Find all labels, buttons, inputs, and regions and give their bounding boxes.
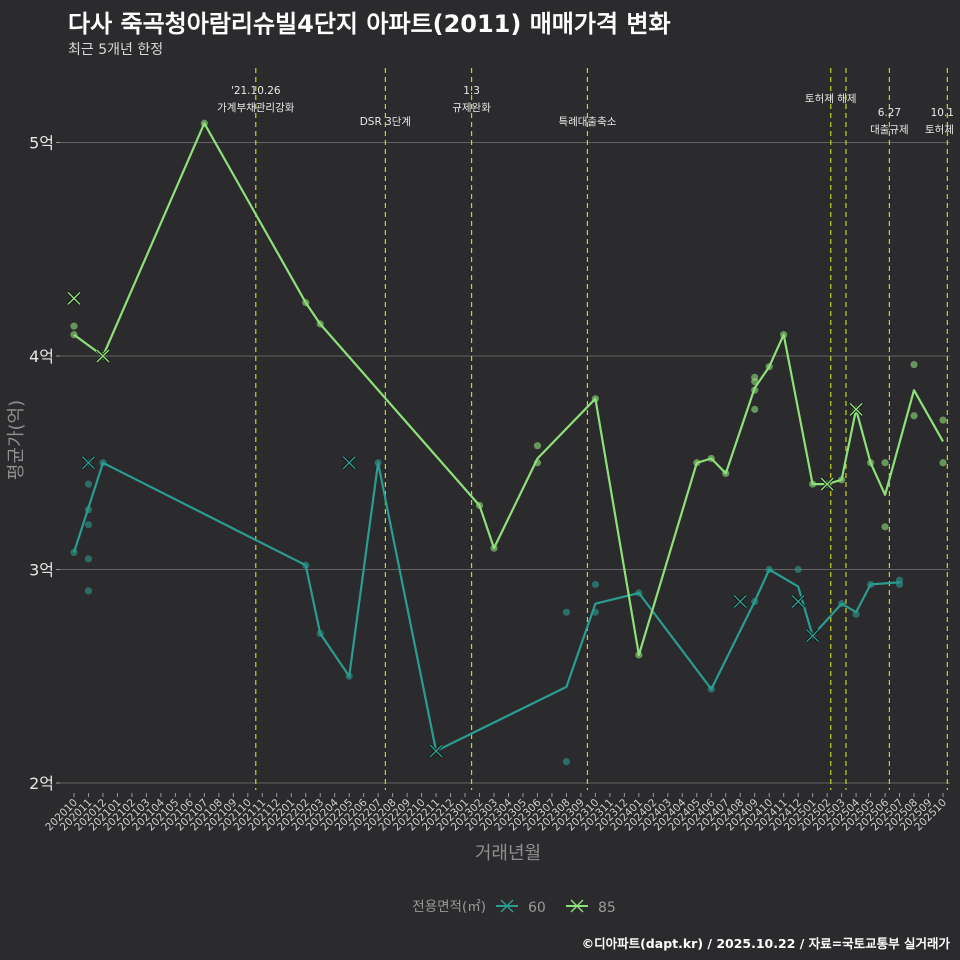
data-point-85 [751,405,759,413]
data-point-60 [562,758,571,766]
legend-label-85: 85 [598,900,616,916]
cross-marker-60 [805,628,820,643]
series-line-85 [73,122,944,656]
data-point-85 [910,412,918,420]
data-point-85 [881,459,889,467]
policy-event-label: '21.10.26 [231,85,281,97]
cross-marker-60 [342,455,357,470]
cross-marker-stroke [733,595,747,609]
data-point-60 [70,548,78,557]
chart-title: 다사 죽곡청아람리슈빌4단지 아파트(2011) 매매가격 변화 [68,10,671,38]
cross-marker-stroke [429,744,443,758]
data-point-60 [84,521,93,529]
cross-marker-stroke [820,477,834,491]
cross-marker-60 [733,594,748,609]
series-line-60 [72,461,900,753]
data-point-60 [794,565,802,574]
y-tick-label: 4억 [29,347,54,366]
cross-marker-60 [428,743,444,759]
x-axis-label: 거래년월 [475,843,541,864]
data-point-60 [591,580,600,589]
data-point-85 [939,459,947,467]
legend-key-cross-85 [570,899,584,913]
y-tick-label: 2억 [29,774,54,793]
chart-subtitle: 최근 5개년 한정 [68,42,164,58]
data-point-85 [910,360,918,369]
data-point-60 [84,587,93,595]
policy-event-label: 특례대출축소 [558,116,616,128]
cross-marker-stroke [791,595,805,609]
cross-marker-stroke [67,291,81,305]
data-point-60 [84,480,93,488]
y-tick-label: 3억 [29,561,54,580]
cross-marker-stroke [806,629,820,643]
policy-event-label: 가계부채관리강화 [217,102,295,114]
data-point-85 [881,523,889,531]
y-tick-label: 5억 [29,134,54,153]
policy-event-label: 규제완화 [452,101,491,114]
policy-event-label: 1.3 [463,85,480,97]
data-point-60 [562,608,571,616]
data-point-60 [84,555,93,563]
data-point-85 [70,322,78,330]
policy-event-label: 6.27 [878,107,901,119]
y-axis-label: 평균가(억) [6,400,27,480]
cross-marker-85 [66,291,82,306]
cross-marker-60 [791,594,806,609]
policy-event-label: 대출규제 [870,124,909,136]
cross-marker-stroke [849,402,863,416]
cross-marker-85 [820,476,835,492]
policy-event-label: 토허제 해제 [805,92,857,105]
data-point-85 [939,416,947,424]
cross-marker-85 [95,348,111,364]
source-caption: ©디아파트(dapt.kr) / 2025.10.22 / 자료=국토교통부 실… [581,936,950,951]
policy-event-label: 토허제 [925,124,954,136]
policy-event-label: 10.1 [931,107,954,119]
data-point-60 [852,610,860,618]
legend-title: 전용면적(㎡) [412,899,486,915]
cross-marker-85 [848,402,864,417]
cross-marker-stroke [96,349,110,363]
cross-marker-stroke [342,456,356,470]
policy-event-label: DSR 3단계 [360,116,411,128]
cross-marker-stroke [81,456,95,470]
legend-label-60: 60 [528,900,546,916]
data-point-85 [533,442,542,450]
legend-key-cross-60 [500,899,514,913]
cross-marker-60 [81,455,96,470]
